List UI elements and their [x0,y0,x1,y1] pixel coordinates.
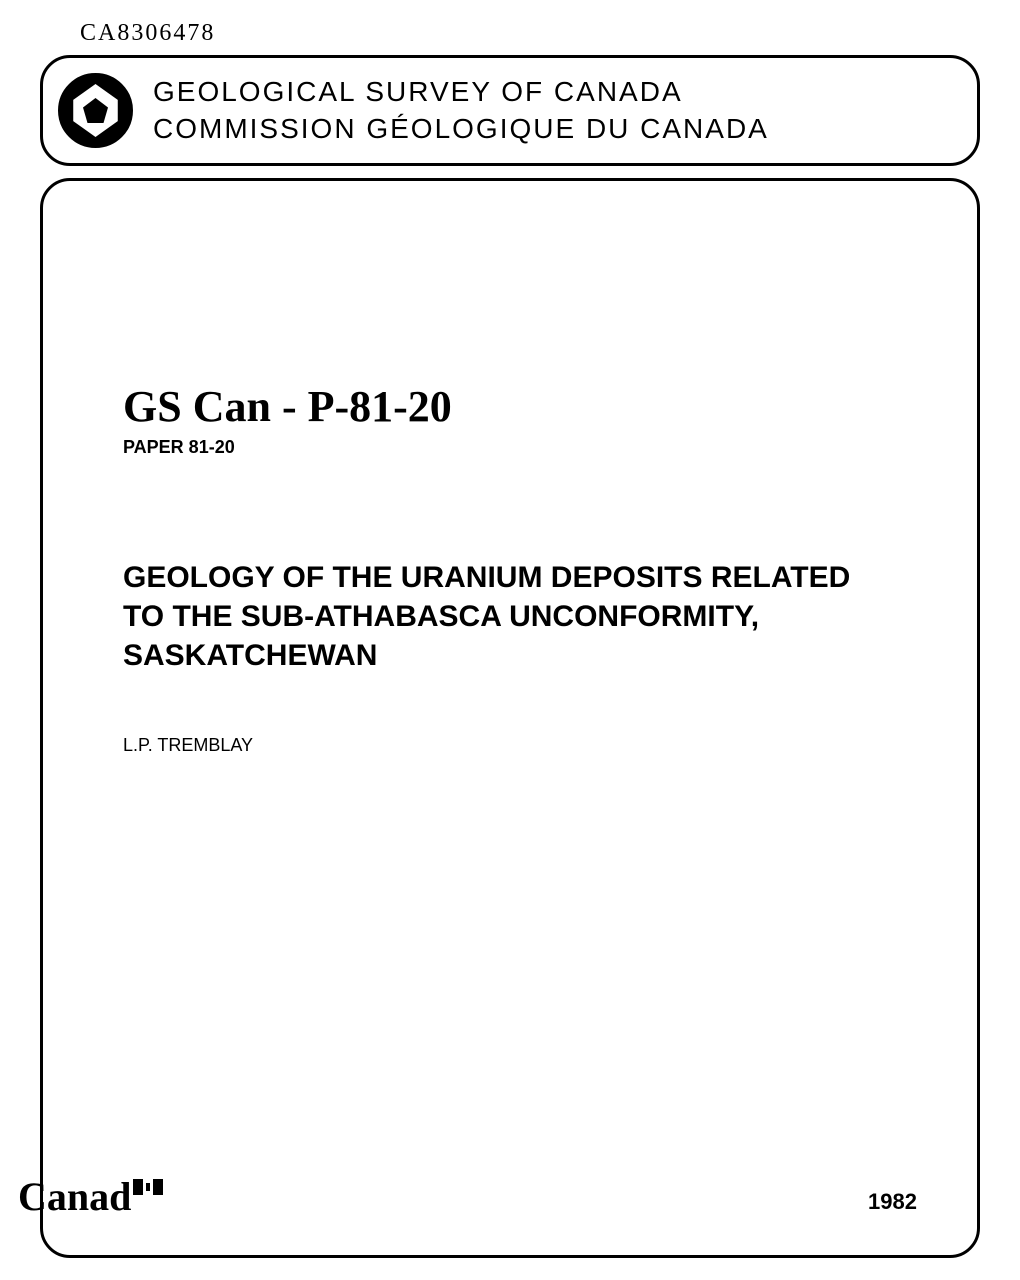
document-title: GEOLOGY OF THE URANIUM DEPOSITS RELATED … [123,558,897,675]
main-content-box: GS Can - P-81-20 PAPER 81-20 GEOLOGY OF … [40,178,980,1258]
reference-number: CA8306478 [80,20,980,47]
header-container: GEOLOGICAL SURVEY OF CANADA COMMISSION G… [40,55,980,166]
paper-number-label: PAPER 81-20 [123,437,897,458]
author-name: L.P. TREMBLAY [123,735,897,756]
header-text-block: GEOLOGICAL SURVEY OF CANADA COMMISSION G… [153,76,769,145]
publication-year: 1982 [868,1189,917,1215]
canada-wordmark: Canad [18,1173,163,1220]
wordmark-text: Canad [18,1174,131,1219]
canada-flag-icon [133,1179,163,1195]
gsc-logo-icon [58,73,133,148]
header-english: GEOLOGICAL SURVEY OF CANADA [153,76,769,108]
handwritten-note: GS Can - P-81-20 [123,381,897,432]
header-french: COMMISSION GÉOLOGIQUE DU CANADA [153,113,769,145]
